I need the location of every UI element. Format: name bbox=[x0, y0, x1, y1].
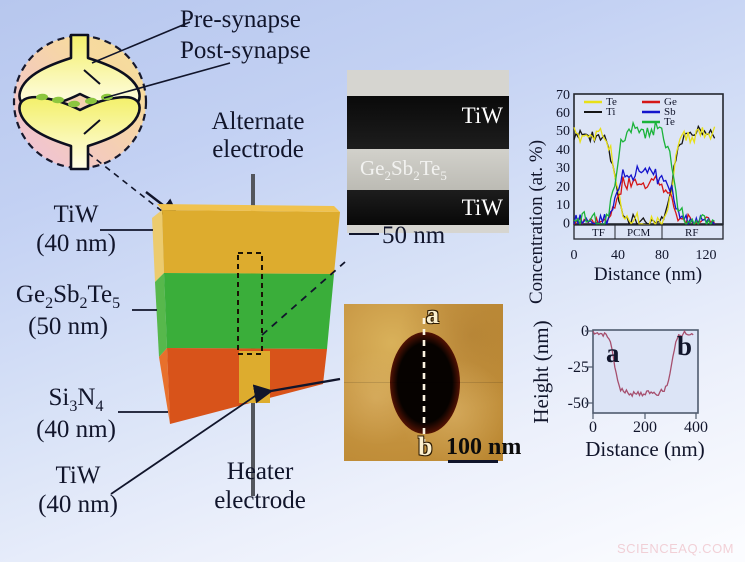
svg-text:a: a bbox=[606, 338, 620, 368]
svg-text:Distance (nm): Distance (nm) bbox=[585, 437, 705, 461]
svg-text:0: 0 bbox=[589, 419, 597, 436]
svg-text:200: 200 bbox=[633, 419, 657, 436]
svg-text:Height (nm): Height (nm) bbox=[529, 320, 553, 423]
svg-text:400: 400 bbox=[684, 419, 708, 436]
svg-text:b: b bbox=[677, 331, 692, 361]
